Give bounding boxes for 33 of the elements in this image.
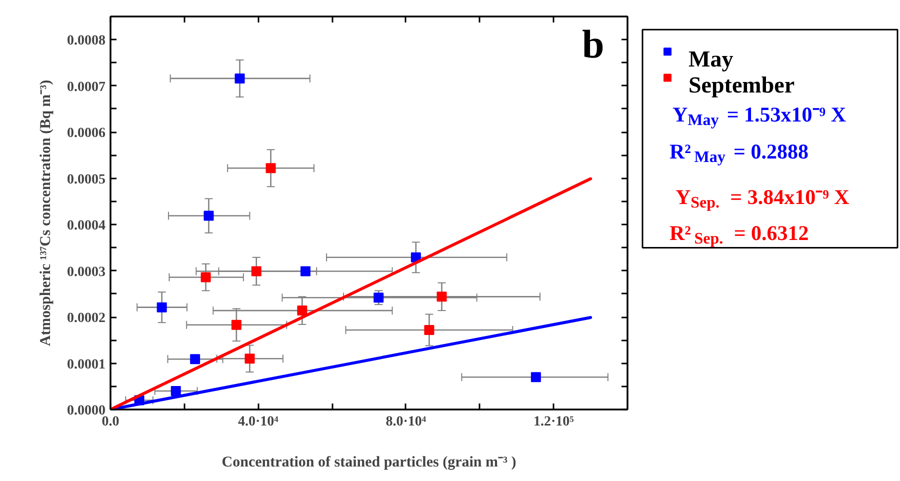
point xyxy=(156,302,167,312)
point xyxy=(374,292,384,303)
x-tick-label: 4.0·10⁴ xyxy=(238,414,280,430)
y-tick-label: 0.0004 xyxy=(67,218,106,234)
y-axis-title: Atmospheric ¹³⁷Cs concentration (Bq m⁻³) xyxy=(38,80,54,346)
x-tick-label: 8.0·10⁴ xyxy=(386,414,427,430)
point xyxy=(424,324,434,335)
legend-label: September xyxy=(688,72,795,98)
y-tick-label: 0.0001 xyxy=(67,357,106,372)
point xyxy=(244,354,255,364)
y-tick-label: 0.0002 xyxy=(67,311,106,326)
x-tick-label: 1.2·10⁵ xyxy=(533,414,574,430)
point xyxy=(190,354,200,364)
y-tick-label: 0.0006 xyxy=(67,126,106,142)
x-axis-title: Concentration of stained particles (grain m⁻³ ) xyxy=(222,454,516,470)
x-tick-label: 0.0 xyxy=(102,414,120,430)
point xyxy=(231,320,242,330)
point xyxy=(170,386,181,396)
point xyxy=(234,73,245,84)
legend-label: May xyxy=(688,46,734,72)
y-tick-label: 0.0005 xyxy=(67,172,106,188)
annotation: b xyxy=(582,22,604,67)
point xyxy=(530,372,541,382)
point xyxy=(300,266,310,276)
point xyxy=(297,306,308,316)
point xyxy=(436,292,447,302)
y-tick-label: 0.0008 xyxy=(67,34,106,49)
y-tick-label: 0.0007 xyxy=(67,80,106,95)
point xyxy=(204,210,214,221)
point xyxy=(266,163,276,174)
y-tick-label: 0.0003 xyxy=(67,264,106,280)
point xyxy=(200,272,211,282)
point xyxy=(251,266,262,276)
